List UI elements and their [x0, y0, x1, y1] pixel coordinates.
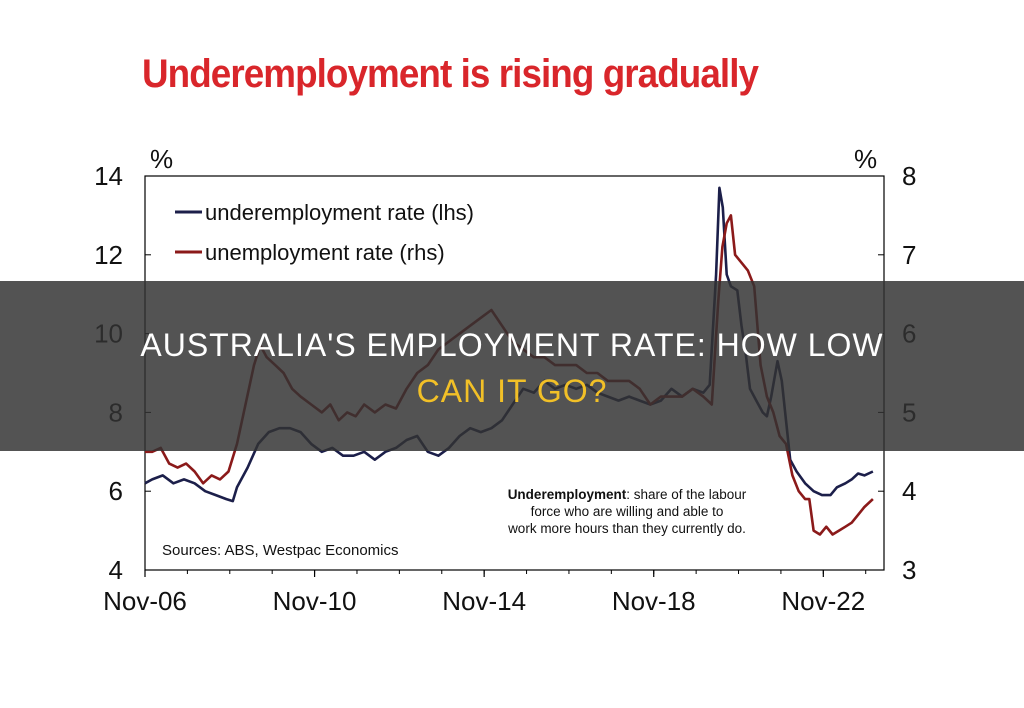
- y-right-tick-label: 7: [902, 240, 916, 270]
- legend-label-underemployment: underemployment rate (lhs): [205, 200, 474, 225]
- source-note: Sources: ABS, Westpac Economics: [162, 542, 399, 559]
- x-tick-label: Nov-22: [781, 586, 865, 616]
- x-tick-label: Nov-10: [273, 586, 357, 616]
- chart-title: Underemployment is rising gradually: [142, 52, 759, 96]
- y-right-tick-label: 3: [902, 555, 916, 585]
- y-left-tick-label: 12: [94, 240, 123, 270]
- headline-line-1: AUSTRALIA'S EMPLOYMENT RATE: HOW LOW: [140, 327, 884, 363]
- y-left-tick-label: 14: [94, 161, 123, 191]
- headline-line-2: CAN IT GO?: [416, 373, 608, 409]
- y-left-unit: %: [150, 144, 173, 174]
- y-right-tick-label: 8: [902, 161, 916, 191]
- x-tick-label: Nov-06: [103, 586, 187, 616]
- annotation-text-2: force who are willing and able to: [531, 504, 724, 519]
- y-left-tick-label: 4: [109, 555, 123, 585]
- x-tick-label: Nov-14: [442, 586, 526, 616]
- annotation: Underemployment: share of the labour forc…: [507, 487, 747, 536]
- annotation-text-1: : share of the labour: [626, 487, 747, 502]
- headline: AUSTRALIA'S EMPLOYMENT RATE: HOW LOW CAN…: [0, 322, 1024, 414]
- annotation-bold: Underemployment: [508, 487, 627, 502]
- y-right-unit: %: [854, 144, 877, 174]
- chart-notes: Sources: ABS, Westpac Economics Underempl…: [162, 487, 747, 559]
- chart-legend: underemployment rate (lhs) unemployment r…: [175, 200, 474, 265]
- legend-label-unemployment: unemployment rate (rhs): [205, 240, 445, 265]
- x-tick-label: Nov-18: [612, 586, 696, 616]
- y-right-tick-label: 4: [902, 476, 916, 506]
- y-left-tick-label: 6: [109, 476, 123, 506]
- headline-overlay: [0, 281, 1024, 451]
- annotation-text-3: work more hours than they currently do.: [507, 521, 746, 536]
